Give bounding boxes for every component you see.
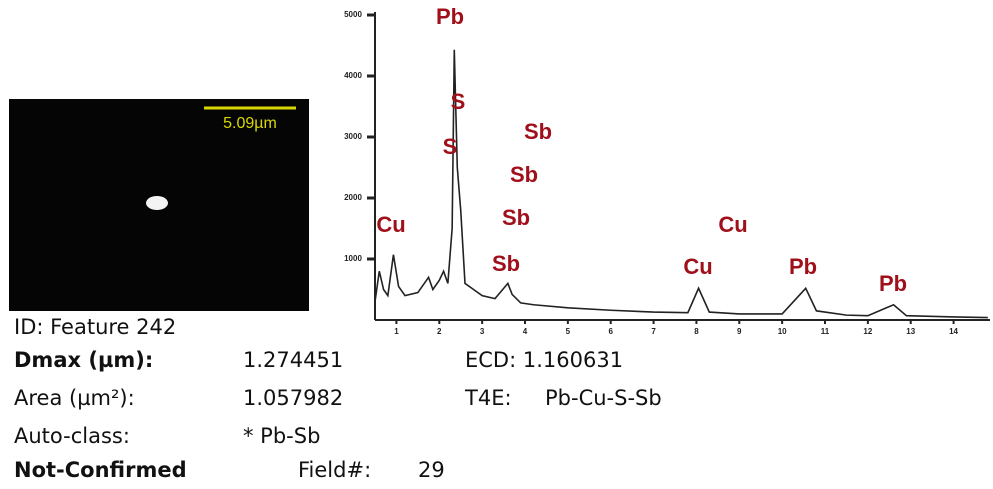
x-tick-label: 13 [906, 327, 915, 336]
peak-label: Cu [683, 254, 712, 279]
t4e-value: Pb-Cu-S-Sb [545, 386, 662, 410]
x-tick-label: 12 [863, 327, 872, 336]
x-tick-label: 2 [437, 327, 442, 336]
x-tick-label: 10 [778, 327, 787, 336]
status: Not-Confirmed [14, 458, 187, 482]
particle [146, 196, 168, 210]
peak-label: Cu [718, 212, 747, 237]
y-tick-label: 5000 [344, 10, 362, 19]
t4e-label: T4E: [465, 386, 512, 410]
x-tick-label: 8 [694, 327, 699, 336]
scale-label: 5.09µm [223, 115, 277, 132]
class-label: Auto-class: [14, 424, 130, 448]
micrograph: 5.09µm [9, 99, 309, 311]
peak-label: Sb [524, 119, 552, 144]
x-tick-label: 1 [394, 327, 399, 336]
ecd: ECD: 1.160631 [465, 348, 624, 372]
x-tick-label: 3 [480, 327, 485, 336]
feature-id: ID: Feature 242 [14, 315, 177, 339]
peak-label: Pb [879, 271, 907, 296]
x-tick-label: 6 [608, 327, 613, 336]
x-tick-label: 4 [523, 327, 528, 336]
peak-label: Sb [502, 205, 530, 230]
x-tick-label: 7 [651, 327, 656, 336]
spectrum-line [374, 49, 988, 319]
y-tick-label: 3000 [344, 132, 362, 141]
peak-label: Sb [492, 251, 520, 276]
y-tick-label: 2000 [344, 193, 362, 202]
x-tick-label: 5 [566, 327, 571, 336]
y-tick-label: 1000 [344, 254, 362, 263]
field-label: Field#: [298, 458, 372, 482]
x-tick-label: 11 [821, 327, 830, 336]
x-tick-label: 14 [949, 327, 958, 336]
area-value: 1.057982 [243, 386, 344, 410]
x-tick-label: 9 [737, 327, 742, 336]
peak-label: Pb [789, 254, 817, 279]
peak-label: S [451, 89, 466, 114]
peak-label: Pb [436, 4, 464, 29]
peak-label: S [443, 134, 458, 159]
dmax-label: Dmax (µm): [14, 348, 154, 372]
dmax-value: 1.274451 [243, 348, 344, 372]
peak-label: Sb [510, 162, 538, 187]
peak-label: Cu [376, 212, 405, 237]
y-tick-label: 4000 [344, 71, 362, 80]
class-value: * Pb-Sb [243, 424, 321, 448]
field-value: 29 [418, 458, 445, 482]
area-label: Area (µm²): [14, 386, 135, 410]
